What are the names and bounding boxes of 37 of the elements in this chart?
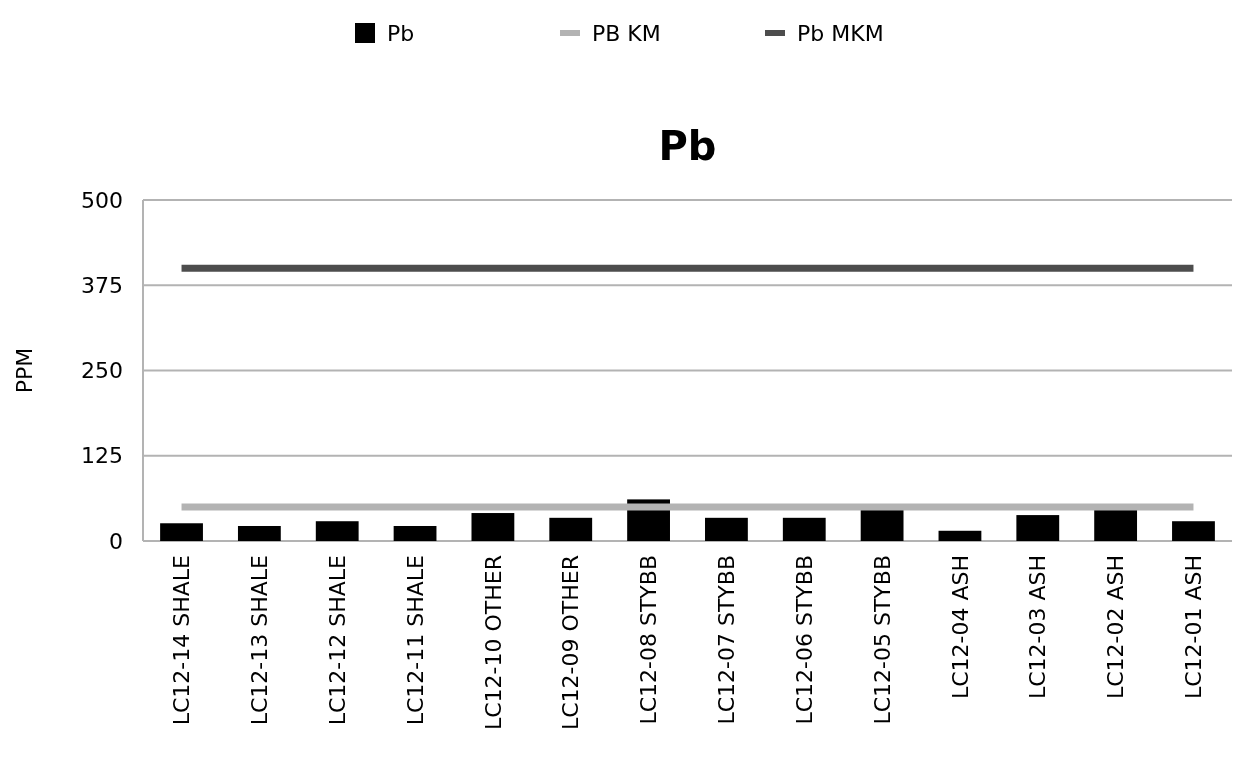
legend-label: Pb MKM bbox=[797, 20, 884, 46]
x-tick-label: LC12-12 SHALE bbox=[324, 555, 350, 726]
x-tick-label: LC12-14 SHALE bbox=[169, 555, 195, 726]
bar bbox=[471, 513, 515, 541]
bar bbox=[705, 517, 748, 541]
y-tick-label: 375 bbox=[81, 272, 123, 298]
x-tick-label: LC12-04 ASH bbox=[947, 555, 973, 700]
x-tick-label: LC12-05 STYBB bbox=[869, 555, 895, 725]
x-tick-label: LC12-13 SHALE bbox=[247, 555, 273, 726]
x-tick-label: LC12-01 ASH bbox=[1181, 555, 1207, 700]
y-axis-title: PPM bbox=[12, 347, 37, 394]
bar bbox=[782, 517, 826, 541]
bar bbox=[393, 526, 437, 541]
bar bbox=[860, 508, 904, 541]
y-tick-label: 0 bbox=[109, 528, 123, 554]
x-tick-label: LC12-02 ASH bbox=[1103, 555, 1129, 700]
bar bbox=[549, 517, 593, 541]
y-tick-label: 125 bbox=[81, 443, 123, 469]
bar bbox=[315, 521, 359, 541]
x-tick-label: LC12-11 SHALE bbox=[402, 555, 428, 726]
legend-label: PB KM bbox=[592, 20, 661, 46]
x-tick-label: LC12-07 STYBB bbox=[714, 555, 740, 725]
bar bbox=[1094, 508, 1138, 541]
x-tick-label: LC12-10 OTHER bbox=[480, 555, 506, 731]
bar bbox=[938, 530, 982, 541]
bar bbox=[237, 526, 281, 541]
x-tick-label: LC12-08 STYBB bbox=[636, 555, 662, 725]
y-tick-label: 250 bbox=[81, 358, 123, 384]
bar bbox=[1172, 521, 1215, 541]
bar bbox=[160, 523, 203, 541]
legend-label: Pb bbox=[387, 20, 415, 46]
bar bbox=[1016, 515, 1060, 541]
chart-title: Pb bbox=[658, 123, 717, 169]
y-tick-label: 500 bbox=[81, 187, 123, 213]
x-tick-label: LC12-06 STYBB bbox=[791, 555, 817, 725]
x-tick-label: LC12-09 OTHER bbox=[558, 555, 584, 731]
x-tick-label: LC12-03 ASH bbox=[1025, 555, 1051, 700]
